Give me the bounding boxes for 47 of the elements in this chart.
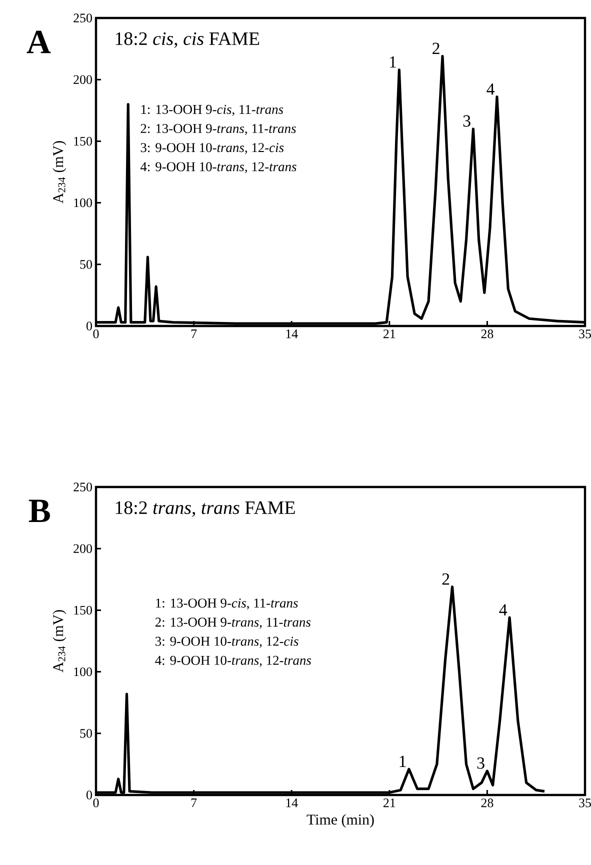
annotation: 3: 9-OOH 10-trans, 12-cis <box>140 143 284 154</box>
annotation: 3 <box>477 757 484 769</box>
x-tick-label: 21 <box>383 330 396 338</box>
x-tick-label: 7 <box>191 798 197 808</box>
x-tick-label: 14 <box>286 330 298 338</box>
annotation: 4: 9-OOH 10-trans, 12-trans <box>140 162 296 174</box>
y-tick-label: 250 <box>74 14 92 22</box>
x-tick-label: 35 <box>579 330 591 338</box>
annotation: 3 <box>463 115 470 127</box>
annotation: 2 <box>442 573 450 585</box>
y-tick-label: 150 <box>74 606 92 615</box>
annotation: 1 <box>390 56 396 68</box>
x-tick-label: 21 <box>383 798 396 808</box>
annotation: 4 <box>486 84 495 95</box>
y-tick-label: 0 <box>86 790 92 800</box>
y-axis-title: A$_{234}$ (mV) <box>52 610 66 672</box>
chart-title: A <box>26 30 51 54</box>
x-tick-label: 35 <box>579 798 591 808</box>
text: 18:2 trans, trans FAME <box>116 501 295 517</box>
text: 18:2 cis, cis FAME <box>116 32 260 48</box>
x-tick-label: 28 <box>481 330 494 338</box>
y-tick-label: 100 <box>74 198 92 208</box>
y-tick-label: 150 <box>74 136 92 146</box>
y-tick-label: 200 <box>74 75 92 84</box>
annotation: 4 <box>499 604 508 616</box>
annotation: 1: 13-OOH 9-cis, 11-trans <box>141 104 284 116</box>
y-tick-label: 0 <box>86 322 92 330</box>
x-tick-label: 28 <box>481 798 494 808</box>
annotation: 2 <box>432 42 440 54</box>
y-tick-label: 200 <box>74 544 92 553</box>
annotation: 3: 9-OOH 10-trans, 12-cis <box>156 636 298 648</box>
y-tick-label: 50 <box>80 729 92 738</box>
annotation: 1: 13-OOH 9-cis, 11-trans <box>156 598 298 610</box>
y-tick-label: 250 <box>74 482 92 492</box>
annotation: 2: 13-OOH 9-trans, 11-trans <box>140 124 296 135</box>
annotation: 4: 9-OOH 10-trans, 12-trans <box>155 656 312 667</box>
y-axis-title: A$_{234}$ (mV) <box>52 141 66 204</box>
x-tick-label: 14 <box>286 798 298 808</box>
x-tick-label: 0 <box>93 798 99 808</box>
annotation: 2: 13-OOH 9-trans, 11-trans <box>155 618 311 629</box>
y-tick-label: 100 <box>74 667 92 676</box>
x-axis-title: Time (min) <box>306 814 374 828</box>
y-tick-label: 50 <box>80 260 92 269</box>
x-tick-label: 7 <box>191 330 197 338</box>
x-tick-label: 0 <box>93 330 99 338</box>
annotation: 1 <box>400 756 406 767</box>
chart-title: B <box>28 500 50 522</box>
